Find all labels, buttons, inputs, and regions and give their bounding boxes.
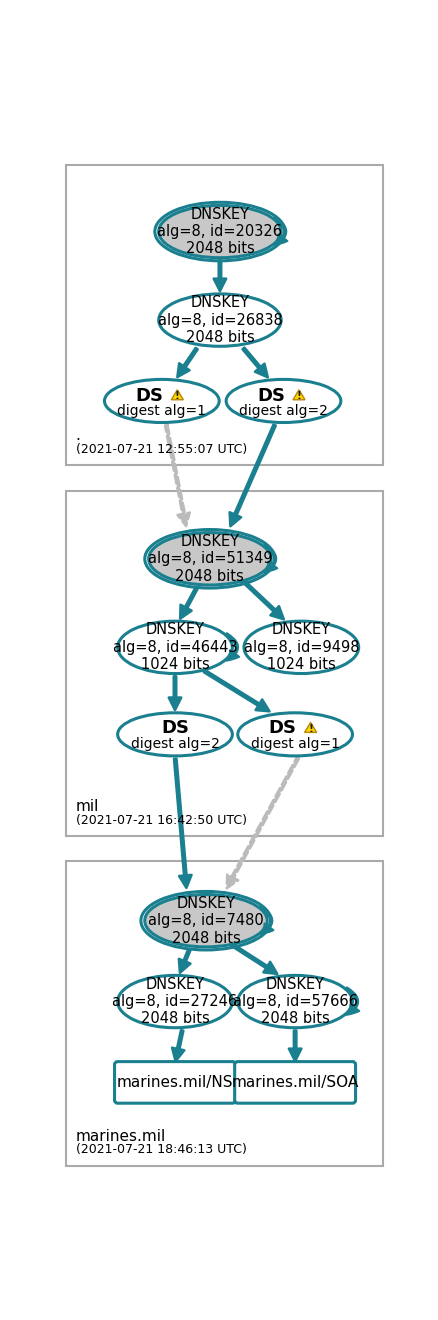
- Text: DNSKEY
alg=8, id=9498
1024 bits: DNSKEY alg=8, id=9498 1024 bits: [243, 623, 358, 672]
- FancyArrowPatch shape: [226, 758, 298, 888]
- Text: .: .: [76, 428, 81, 444]
- FancyArrowPatch shape: [203, 671, 269, 711]
- Text: DNSKEY
alg=8, id=46443
1024 bits: DNSKEY alg=8, id=46443 1024 bits: [113, 623, 237, 672]
- Bar: [66, 165, 382, 465]
- FancyArrowPatch shape: [213, 260, 226, 292]
- FancyArrowPatch shape: [241, 579, 283, 619]
- FancyBboxPatch shape: [114, 1061, 235, 1104]
- FancyArrowPatch shape: [172, 1030, 184, 1061]
- Text: DNSKEY
alg=8, id=57666
2048 bits: DNSKEY alg=8, id=57666 2048 bits: [232, 977, 357, 1027]
- FancyArrowPatch shape: [178, 949, 190, 973]
- FancyBboxPatch shape: [234, 1061, 355, 1104]
- FancyArrowPatch shape: [242, 347, 267, 378]
- Ellipse shape: [117, 713, 232, 756]
- Ellipse shape: [244, 622, 358, 673]
- Text: marines.mil/SOA: marines.mil/SOA: [231, 1074, 358, 1090]
- Text: (2021-07-21 12:55:07 UTC): (2021-07-21 12:55:07 UTC): [76, 442, 247, 455]
- FancyArrowPatch shape: [259, 907, 273, 935]
- Ellipse shape: [159, 206, 280, 257]
- Ellipse shape: [117, 975, 232, 1028]
- FancyArrowPatch shape: [229, 425, 275, 527]
- FancyArrowPatch shape: [345, 987, 358, 1015]
- Polygon shape: [304, 722, 316, 733]
- Text: DNSKEY
alg=8, id=51349
2048 bits: DNSKEY alg=8, id=51349 2048 bits: [147, 533, 272, 583]
- Polygon shape: [292, 389, 304, 400]
- Text: DNSKEY
alg=8, id=20326
2048 bits: DNSKEY alg=8, id=20326 2048 bits: [157, 207, 282, 256]
- Bar: [66, 491, 382, 836]
- Text: DS: DS: [257, 387, 284, 404]
- Ellipse shape: [145, 895, 267, 946]
- Text: (2021-07-21 16:42:50 UTC): (2021-07-21 16:42:50 UTC): [76, 813, 246, 826]
- Text: digest alg=2: digest alg=2: [239, 404, 327, 418]
- Text: digest alg=1: digest alg=1: [117, 404, 206, 418]
- Text: digest alg=1: digest alg=1: [250, 738, 339, 751]
- Ellipse shape: [237, 975, 352, 1028]
- Ellipse shape: [226, 379, 340, 422]
- Text: marines.mil: marines.mil: [76, 1129, 166, 1144]
- FancyArrowPatch shape: [168, 676, 181, 710]
- Text: digest alg=2: digest alg=2: [130, 738, 219, 751]
- Text: DNSKEY
alg=8, id=26838
2048 bits: DNSKEY alg=8, id=26838 2048 bits: [157, 296, 282, 345]
- Text: DS: DS: [135, 387, 163, 404]
- FancyArrowPatch shape: [225, 634, 239, 660]
- Bar: [66, 861, 382, 1166]
- Polygon shape: [171, 389, 183, 400]
- FancyArrowPatch shape: [165, 425, 189, 527]
- Text: DS: DS: [161, 719, 189, 737]
- Ellipse shape: [104, 379, 219, 422]
- Text: (2021-07-21 18:46:13 UTC): (2021-07-21 18:46:13 UTC): [76, 1143, 246, 1156]
- Ellipse shape: [148, 533, 271, 585]
- Text: DS: DS: [268, 719, 296, 737]
- FancyArrowPatch shape: [230, 944, 277, 974]
- FancyArrowPatch shape: [263, 545, 277, 572]
- Text: !: !: [174, 391, 179, 401]
- Text: !: !: [296, 391, 301, 401]
- Text: marines.mil/NS: marines.mil/NS: [117, 1074, 233, 1090]
- FancyArrowPatch shape: [288, 1031, 301, 1061]
- FancyArrowPatch shape: [180, 587, 198, 619]
- Text: !: !: [307, 723, 312, 734]
- FancyArrowPatch shape: [177, 348, 197, 378]
- Text: DNSKEY
alg=8, id=7480
2048 bits: DNSKEY alg=8, id=7480 2048 bits: [148, 896, 263, 945]
- Ellipse shape: [159, 294, 280, 346]
- Text: mil: mil: [76, 800, 99, 814]
- FancyArrowPatch shape: [173, 759, 191, 888]
- FancyArrowPatch shape: [273, 218, 287, 244]
- Ellipse shape: [237, 713, 352, 756]
- Ellipse shape: [117, 622, 232, 673]
- Text: DNSKEY
alg=8, id=27246
2048 bits: DNSKEY alg=8, id=27246 2048 bits: [112, 977, 237, 1027]
